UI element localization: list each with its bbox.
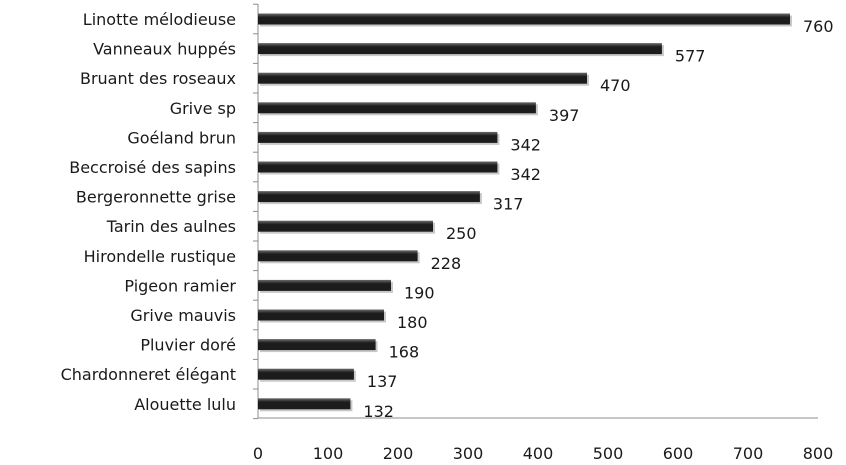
x-tick-label: 800 <box>803 444 834 463</box>
bar <box>258 191 480 203</box>
x-tick-label: 700 <box>733 444 764 463</box>
bar <box>258 102 536 114</box>
bar <box>258 43 662 55</box>
category-label: Pigeon ramier <box>124 276 236 295</box>
bar <box>258 279 391 291</box>
x-tick-label: 100 <box>313 444 344 463</box>
x-tick-label: 400 <box>523 444 554 463</box>
bar <box>258 398 351 410</box>
category-label: Vanneaux huppés <box>93 40 236 59</box>
value-label: 168 <box>389 343 420 362</box>
bar <box>258 339 376 351</box>
x-tick-label: 200 <box>383 444 414 463</box>
bar <box>258 309 384 321</box>
category-label: Goéland brun <box>127 128 236 147</box>
value-label: 317 <box>493 195 524 214</box>
value-label: 250 <box>446 224 477 243</box>
value-label: 470 <box>600 76 631 95</box>
category-label: Beccroisé des sapins <box>69 158 236 177</box>
bar <box>258 161 498 173</box>
bars <box>258 13 792 412</box>
x-tick-label: 300 <box>453 444 484 463</box>
labels: 0 100 200 300 400 500 600 700 800 Linotte mélodie… <box>61 10 834 463</box>
value-label: 577 <box>675 47 706 66</box>
x-tick-label: 0 <box>253 444 263 463</box>
category-label: Tarin des aulnes <box>106 217 236 236</box>
category-label: Bergeronnette grise <box>76 188 236 207</box>
category-label: Alouette lulu <box>134 395 236 414</box>
bar <box>258 250 418 262</box>
category-label: Chardonneret élégant <box>61 365 236 384</box>
category-label: Hirondelle rustique <box>84 247 236 266</box>
x-tick-label: 600 <box>663 444 694 463</box>
category-label: Pluvier doré <box>140 336 236 355</box>
axes <box>253 3 818 420</box>
category-label: Grive mauvis <box>130 306 236 325</box>
bar <box>258 72 587 84</box>
bar <box>258 131 498 143</box>
category-label: Linotte mélodieuse <box>83 10 236 29</box>
value-label: 397 <box>549 106 580 125</box>
bar <box>258 368 354 380</box>
bar <box>258 13 790 25</box>
bar <box>258 220 433 232</box>
value-label: 180 <box>397 313 428 332</box>
value-label: 342 <box>510 135 541 154</box>
category-label: Grive sp <box>170 99 236 118</box>
value-label: 190 <box>404 283 435 302</box>
x-tick-label: 500 <box>593 444 624 463</box>
category-label: Bruant des roseaux <box>80 69 236 88</box>
value-label: 760 <box>803 17 834 36</box>
value-label: 132 <box>363 402 394 421</box>
value-label: 137 <box>367 372 398 391</box>
value-label: 342 <box>510 165 541 184</box>
value-label: 228 <box>431 254 462 273</box>
